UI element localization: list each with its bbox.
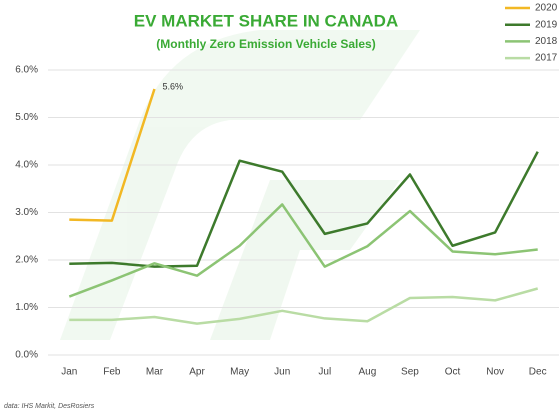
x-tick-label: Jul — [318, 367, 331, 378]
x-tick-label: Aug — [358, 367, 376, 378]
legend-label: 2017 — [535, 53, 558, 64]
chart-subtitle: (Monthly Zero Emission Vehicle Sales) — [156, 37, 375, 51]
x-tick-label: Feb — [103, 367, 121, 378]
series-line — [68, 203, 538, 298]
chart-title: EV MARKET SHARE IN CANADA — [134, 11, 398, 30]
y-tick-label: 3.0% — [15, 207, 38, 218]
x-tick-label: Jan — [61, 367, 77, 378]
x-tick-label: Jun — [274, 367, 290, 378]
x-tick-label: May — [230, 367, 249, 378]
series-line — [69, 287, 539, 325]
y-tick-label: 5.0% — [15, 112, 38, 123]
data-label: 5.6% — [162, 81, 183, 91]
watermark — [60, 30, 420, 340]
y-tick-label: 6.0% — [15, 65, 38, 76]
y-tick-label: 0.0% — [15, 350, 38, 361]
x-tick-label: Nov — [486, 367, 504, 378]
x-tick-label: Sep — [401, 367, 419, 378]
x-tick-label: Apr — [189, 367, 205, 378]
x-tick-label: Mar — [146, 367, 164, 378]
series-line — [69, 88, 156, 222]
x-tick-label: Oct — [445, 367, 461, 378]
y-tick-label: 1.0% — [15, 302, 38, 313]
y-tick-label: 4.0% — [15, 160, 38, 171]
y-tick-label: 2.0% — [15, 255, 38, 266]
legend-label: 2019 — [535, 19, 558, 30]
x-tick-label: Dec — [529, 367, 547, 378]
legend-label: 2020 — [535, 3, 558, 14]
legend-label: 2018 — [535, 36, 558, 47]
source-note: data: IHS Markit, DesRosiers — [4, 403, 95, 410]
